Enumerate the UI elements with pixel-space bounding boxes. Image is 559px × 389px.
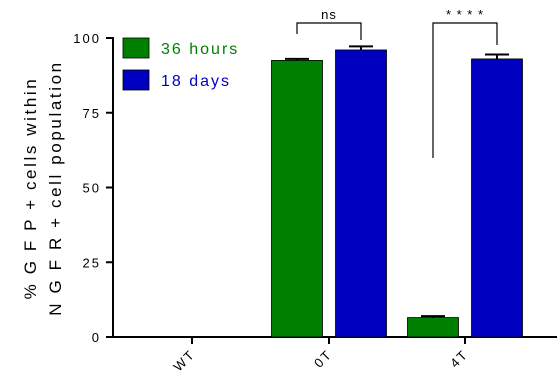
bar-4T-18-days [471, 58, 523, 338]
y-axis-title-line-1: % G F P + cells within [21, 77, 40, 300]
legend-label: 36 hours [161, 41, 239, 58]
legend-swatch [122, 69, 150, 91]
y-tick-label: 100 [73, 31, 101, 46]
bar-4T-36-hours [407, 317, 459, 338]
x-tick-label: WT [170, 347, 198, 375]
y-tick-label: 0 [92, 330, 101, 345]
bar-0T-36-hours [271, 60, 323, 338]
y-tick-label: 75 [83, 106, 101, 121]
bar-0T-18-days [335, 49, 387, 338]
significance-label: ns [321, 7, 337, 22]
significance-bracket [432, 22, 498, 158]
significance-label: * * * * [446, 7, 484, 22]
y-tick-label: 25 [83, 255, 101, 270]
legend-swatch [122, 37, 150, 59]
y-axis-title-line-2: N G F R + cell population [46, 60, 65, 315]
plot-area: 0 25 50 75 100 WT 0T 4T ns * * * * [73, 7, 557, 374]
significance-bracket [296, 22, 362, 40]
y-tick-label: 50 [83, 181, 101, 196]
legend: 36 hours 18 days [122, 37, 239, 91]
x-tick-label: 4T [447, 347, 471, 371]
legend-label: 18 days [161, 73, 231, 90]
x-tick-label: 0T [311, 347, 335, 371]
y-axis-title: % G F P + cells within N G F R + cell po… [21, 60, 65, 315]
